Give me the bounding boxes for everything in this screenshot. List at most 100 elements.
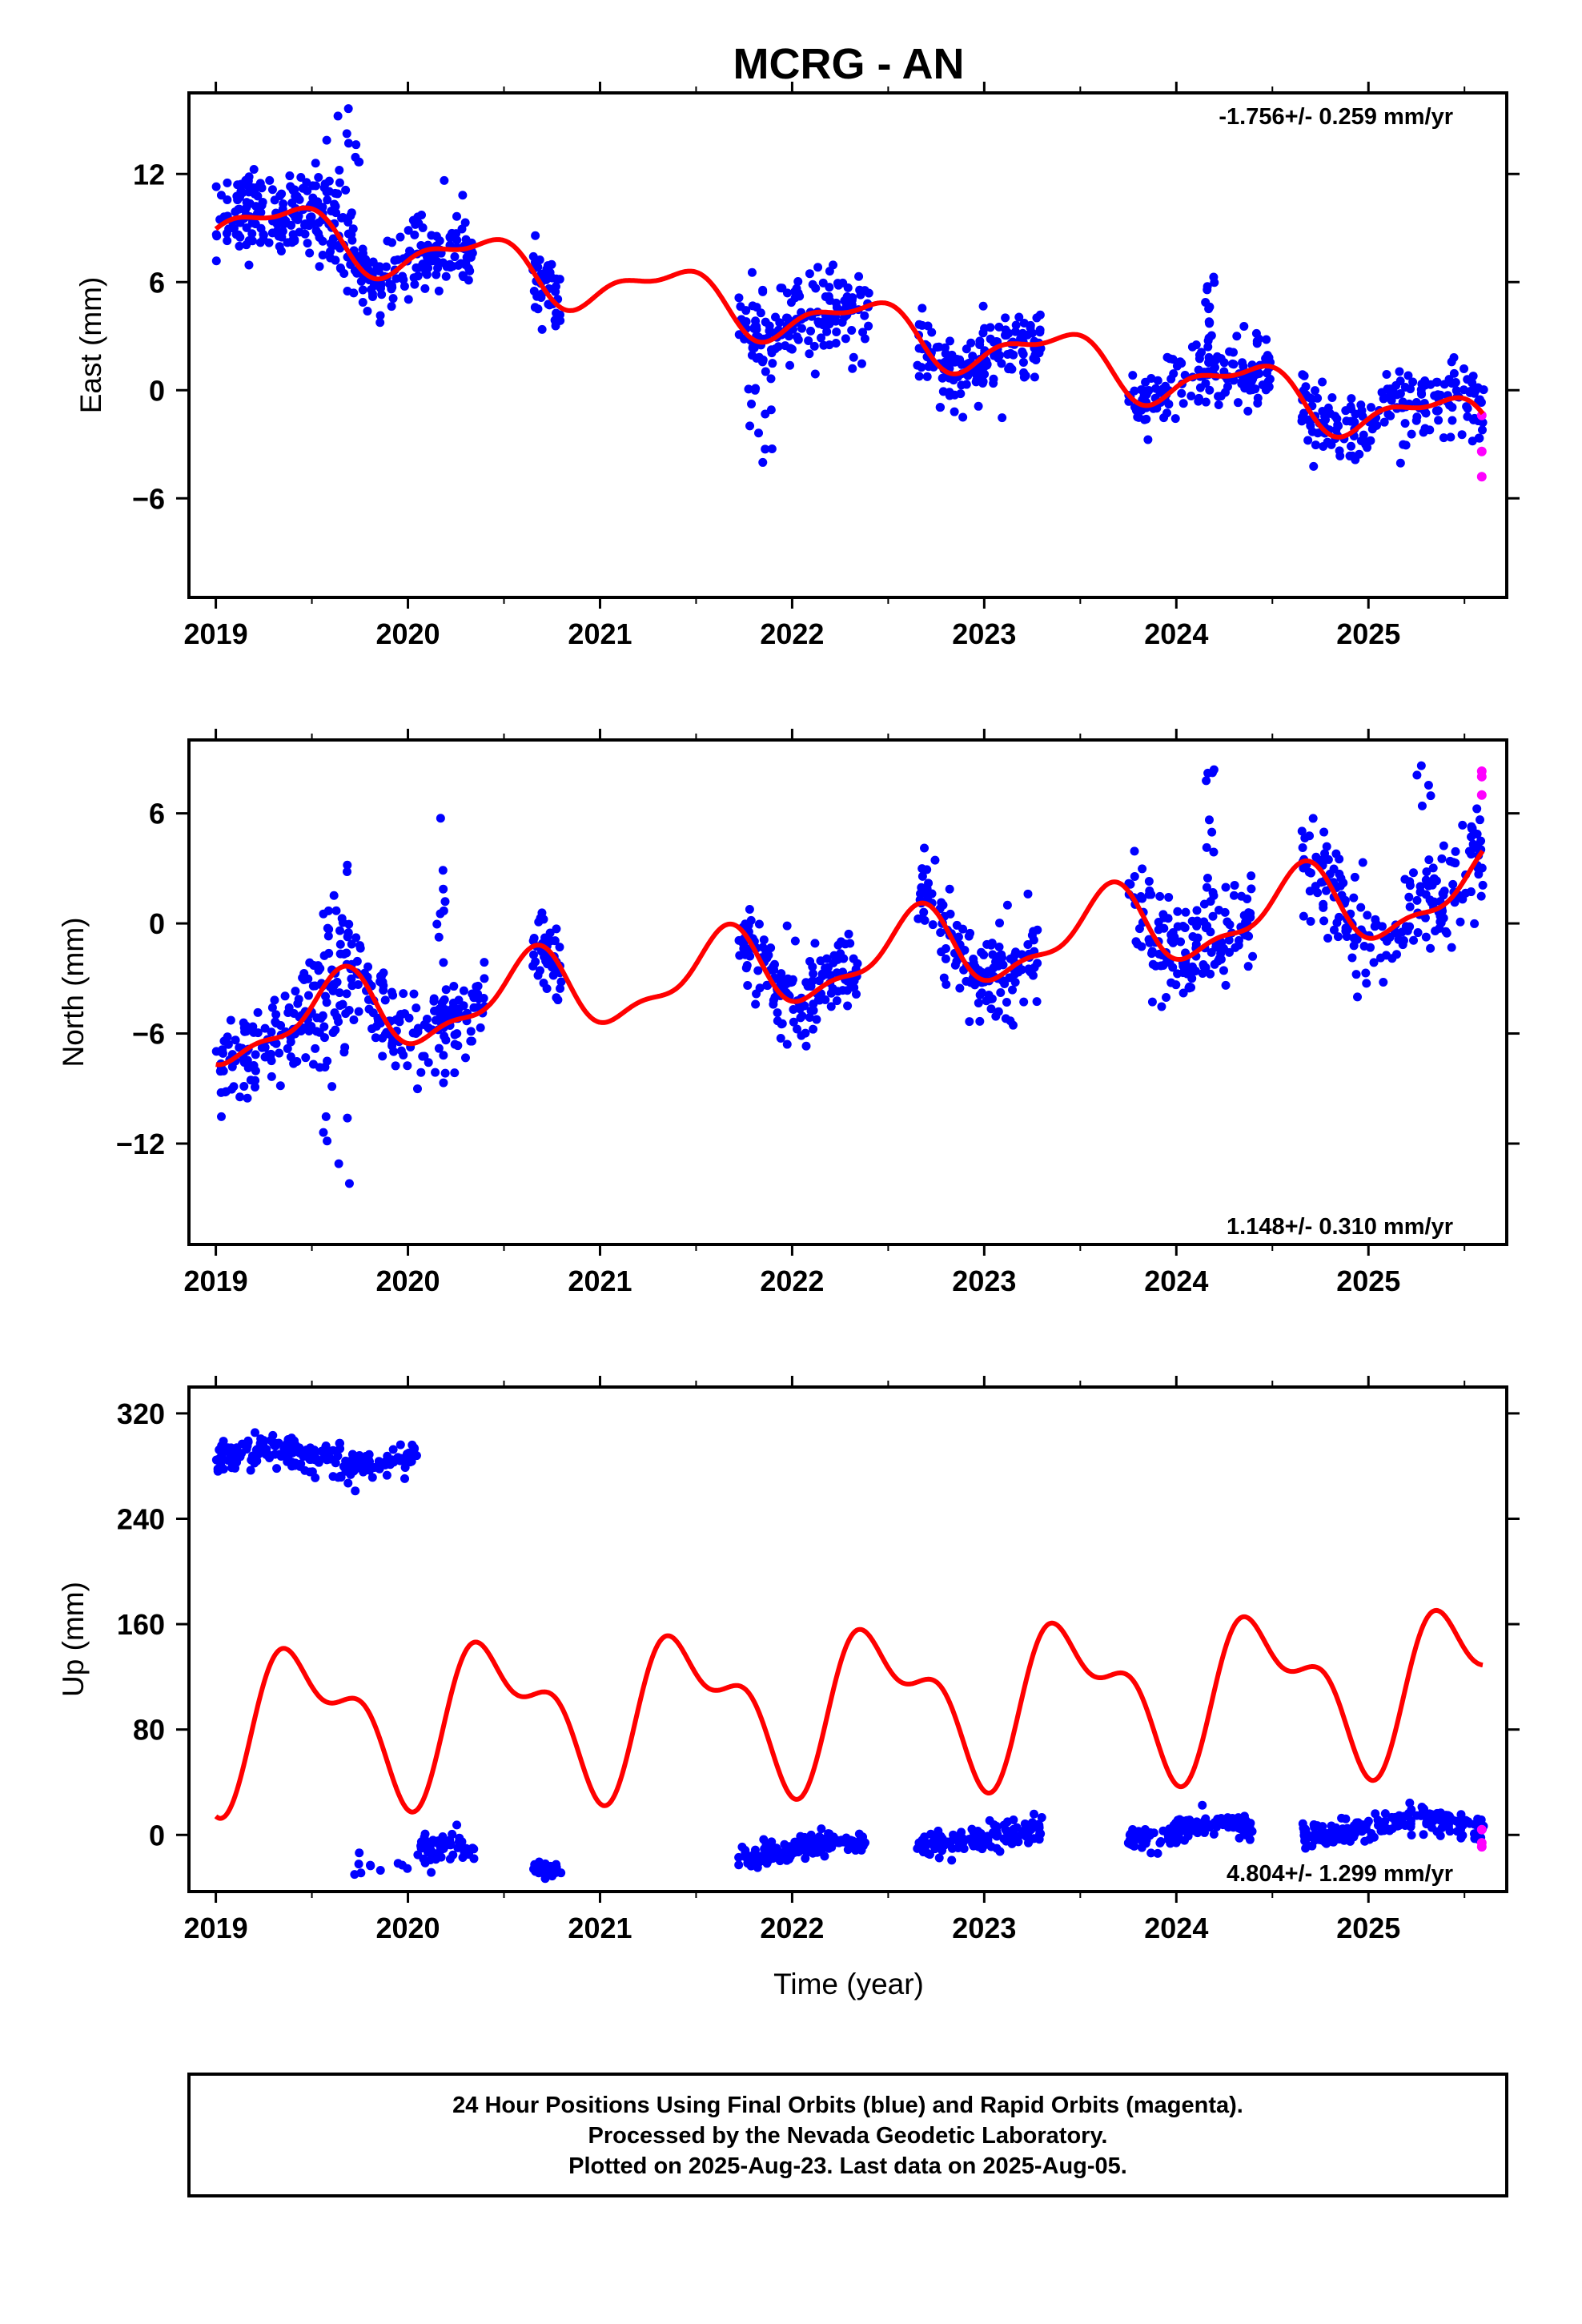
final-orbit-point	[1027, 931, 1037, 940]
final-orbit-point	[244, 260, 254, 270]
final-orbit-point	[379, 986, 388, 995]
final-orbit-point	[388, 294, 398, 304]
final-orbit-point	[264, 1050, 274, 1059]
final-orbit-point	[344, 1179, 354, 1188]
final-orbit-point	[396, 1046, 406, 1055]
final-orbit-point	[1383, 409, 1393, 419]
final-orbit-point	[814, 976, 824, 986]
final-orbit-point	[1248, 951, 1258, 961]
final-orbit-point	[969, 955, 978, 964]
x-tick-label: 2024	[1144, 1912, 1208, 1944]
final-orbit-point	[537, 324, 547, 334]
final-orbit-point	[1224, 947, 1234, 957]
final-orbit-point	[252, 1445, 262, 1454]
final-orbit-point	[243, 1093, 252, 1103]
final-orbit-point	[1177, 388, 1186, 398]
final-orbit-point	[955, 983, 965, 993]
final-orbit-point	[1186, 391, 1196, 400]
final-orbit-point	[242, 1027, 251, 1036]
final-orbit-point	[1335, 446, 1344, 456]
final-orbit-point	[1320, 1837, 1330, 1847]
final-orbit-point	[1349, 893, 1359, 903]
final-orbit-point	[251, 1050, 260, 1059]
final-orbit-point	[1318, 377, 1327, 387]
final-orbit-point	[328, 986, 338, 995]
final-orbit-point	[1320, 412, 1330, 421]
final-orbit-point	[1395, 389, 1405, 399]
final-orbit-point	[1404, 892, 1414, 902]
final-orbit-point	[260, 1043, 270, 1052]
final-orbit-point	[311, 1043, 320, 1053]
final-orbit-point	[825, 340, 834, 350]
final-orbit-point	[789, 1005, 798, 1015]
final-orbit-point	[354, 1860, 363, 1869]
final-orbit-point	[460, 259, 470, 269]
final-orbit-point	[1428, 863, 1438, 873]
final-orbit-point	[355, 1848, 364, 1858]
final-orbit-point	[358, 298, 367, 308]
final-orbit-point	[1227, 359, 1237, 368]
final-orbit-point	[327, 1082, 337, 1092]
final-orbit-point	[1447, 943, 1456, 952]
final-orbit-point	[735, 951, 745, 960]
final-orbit-point	[231, 207, 240, 216]
final-orbit-point	[1306, 868, 1315, 878]
final-orbit-point	[1032, 997, 1042, 1007]
final-orbit-point	[1128, 371, 1138, 380]
final-orbit-point	[1239, 321, 1249, 331]
final-orbit-point	[335, 1001, 345, 1011]
final-orbit-point	[452, 1029, 462, 1039]
x-tick-label: 2019	[184, 617, 248, 650]
final-orbit-point	[934, 342, 944, 352]
final-orbit-point	[408, 215, 418, 225]
x-tick-label: 2024	[1144, 617, 1208, 650]
final-orbit-point	[853, 1841, 863, 1851]
final-orbit-point	[1197, 348, 1207, 357]
final-orbit-point	[1420, 424, 1430, 433]
final-orbit-point	[1362, 979, 1371, 988]
final-orbit-point	[829, 951, 839, 960]
final-orbit-point	[1018, 357, 1028, 367]
final-orbit-point	[343, 104, 353, 114]
final-orbit-point	[324, 948, 334, 958]
final-orbit-point	[1435, 1831, 1445, 1840]
final-orbit-point	[436, 1012, 446, 1022]
final-orbit-point	[796, 1833, 805, 1843]
final-orbit-point	[343, 866, 352, 876]
final-orbit-point	[349, 1450, 359, 1460]
final-orbit-point	[388, 991, 398, 1000]
final-orbit-point	[339, 268, 349, 278]
final-orbit-point	[1361, 440, 1371, 449]
final-orbit-point	[741, 1846, 750, 1856]
final-orbit-point	[552, 274, 561, 283]
rapid-orbit-point	[1476, 1842, 1487, 1852]
final-orbit-point	[764, 951, 773, 960]
final-orbit-point	[847, 325, 857, 335]
final-orbit-point	[458, 271, 468, 280]
final-orbit-point	[469, 993, 479, 1003]
final-orbit-point	[275, 191, 285, 201]
final-orbit-point	[1219, 358, 1229, 368]
x-tick-label: 2020	[375, 1912, 440, 1944]
final-orbit-point	[747, 351, 757, 360]
final-orbit-point	[346, 1461, 355, 1470]
final-orbit-point	[986, 940, 996, 950]
final-orbit-point	[1143, 435, 1153, 444]
final-orbit-point	[958, 924, 968, 934]
final-orbit-point	[795, 1004, 805, 1014]
final-orbit-point	[294, 995, 303, 1004]
final-orbit-point	[1202, 883, 1211, 892]
final-orbit-point	[1010, 1824, 1019, 1834]
final-orbit-point	[941, 954, 950, 963]
final-orbit-point	[352, 1463, 362, 1473]
final-orbit-point	[1168, 355, 1178, 364]
final-orbit-point	[986, 323, 995, 332]
final-orbit-point	[926, 1829, 936, 1839]
final-orbit-point	[303, 239, 312, 248]
final-orbit-point	[441, 271, 451, 281]
final-orbit-point	[343, 287, 352, 296]
final-orbit-point	[998, 960, 1008, 970]
final-orbit-point	[449, 982, 459, 991]
final-orbit-point	[1202, 842, 1211, 852]
